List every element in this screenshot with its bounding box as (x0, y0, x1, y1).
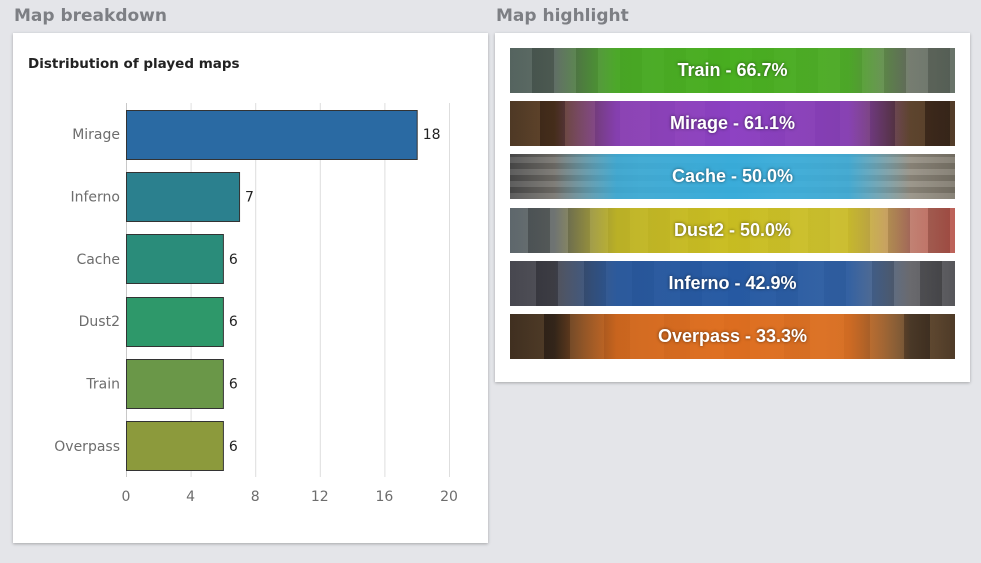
map-image-mirage (510, 101, 955, 147)
x-tick-label: 16 (375, 489, 393, 505)
map-highlight-heading: Map highlight (496, 6, 629, 26)
map-highlight-panel: Train - 66.7% Mirage - 61.1% Cache - 50.0%… (495, 33, 970, 382)
x-tick-label: 8 (251, 489, 260, 505)
category-label: Mirage (72, 127, 120, 143)
map-highlight-label: Mirage - 61.1% (669, 113, 796, 134)
map-highlight-label: Dust2 - 50.0% (673, 219, 792, 240)
map-image-cache (510, 154, 955, 200)
bar-dust2 (126, 297, 224, 347)
category-label: Train (85, 377, 120, 393)
bar-cache (126, 234, 224, 284)
category-label: Dust2 (79, 314, 120, 330)
bar-inferno (126, 172, 241, 222)
map-highlight-overpass: Overpass - 33.3% (510, 314, 955, 359)
map-breakdown-panel: Distribution of played maps 0 4 8 12 16 20 Mir… (13, 33, 488, 543)
chart-title: Distribution of played maps (28, 56, 240, 72)
map-image-inferno (510, 260, 955, 306)
category-label: Inferno (71, 190, 121, 206)
map-highlight-label: Cache - 50.0% (671, 166, 794, 187)
bar-mirage (126, 110, 418, 160)
map-highlight-dust2: Dust2 - 50.0% (510, 207, 955, 253)
bar-train (126, 359, 224, 409)
bar-overpass (126, 421, 224, 471)
map-highlight-label: Inferno - 42.9% (668, 272, 797, 293)
played-maps-bar-chart: 0 4 8 12 16 20 Mirage 18 Inferno 7 Cache 6 Dust2 6 Tra… (54, 103, 458, 505)
map-highlight-cache: Cache - 50.0% (510, 154, 955, 200)
value-label: 6 (229, 314, 238, 330)
map-highlight-inferno: Inferno - 42.9% (510, 260, 955, 306)
value-label: 6 (229, 252, 238, 268)
category-label: Cache (76, 252, 120, 268)
map-image-overpass (510, 314, 955, 359)
value-label: 6 (229, 377, 238, 393)
x-tick-label: 0 (122, 489, 131, 505)
map-highlight-mirage: Mirage - 61.1% (510, 101, 955, 147)
value-label: 18 (423, 127, 441, 143)
value-label: 6 (229, 439, 238, 455)
map-highlight-label: Train - 66.7% (677, 60, 788, 80)
map-image-dust2 (510, 207, 955, 253)
x-tick-label: 20 (440, 489, 458, 505)
category-label: Overpass (54, 439, 120, 455)
x-tick-label: 4 (186, 489, 195, 505)
x-tick-label: 12 (311, 489, 329, 505)
map-image-train (510, 48, 955, 93)
map-highlight-train: Train - 66.7% (510, 48, 955, 93)
map-highlight-label: Overpass - 33.3% (657, 326, 808, 346)
map-breakdown-heading: Map breakdown (14, 6, 167, 26)
value-label: 7 (245, 190, 254, 206)
